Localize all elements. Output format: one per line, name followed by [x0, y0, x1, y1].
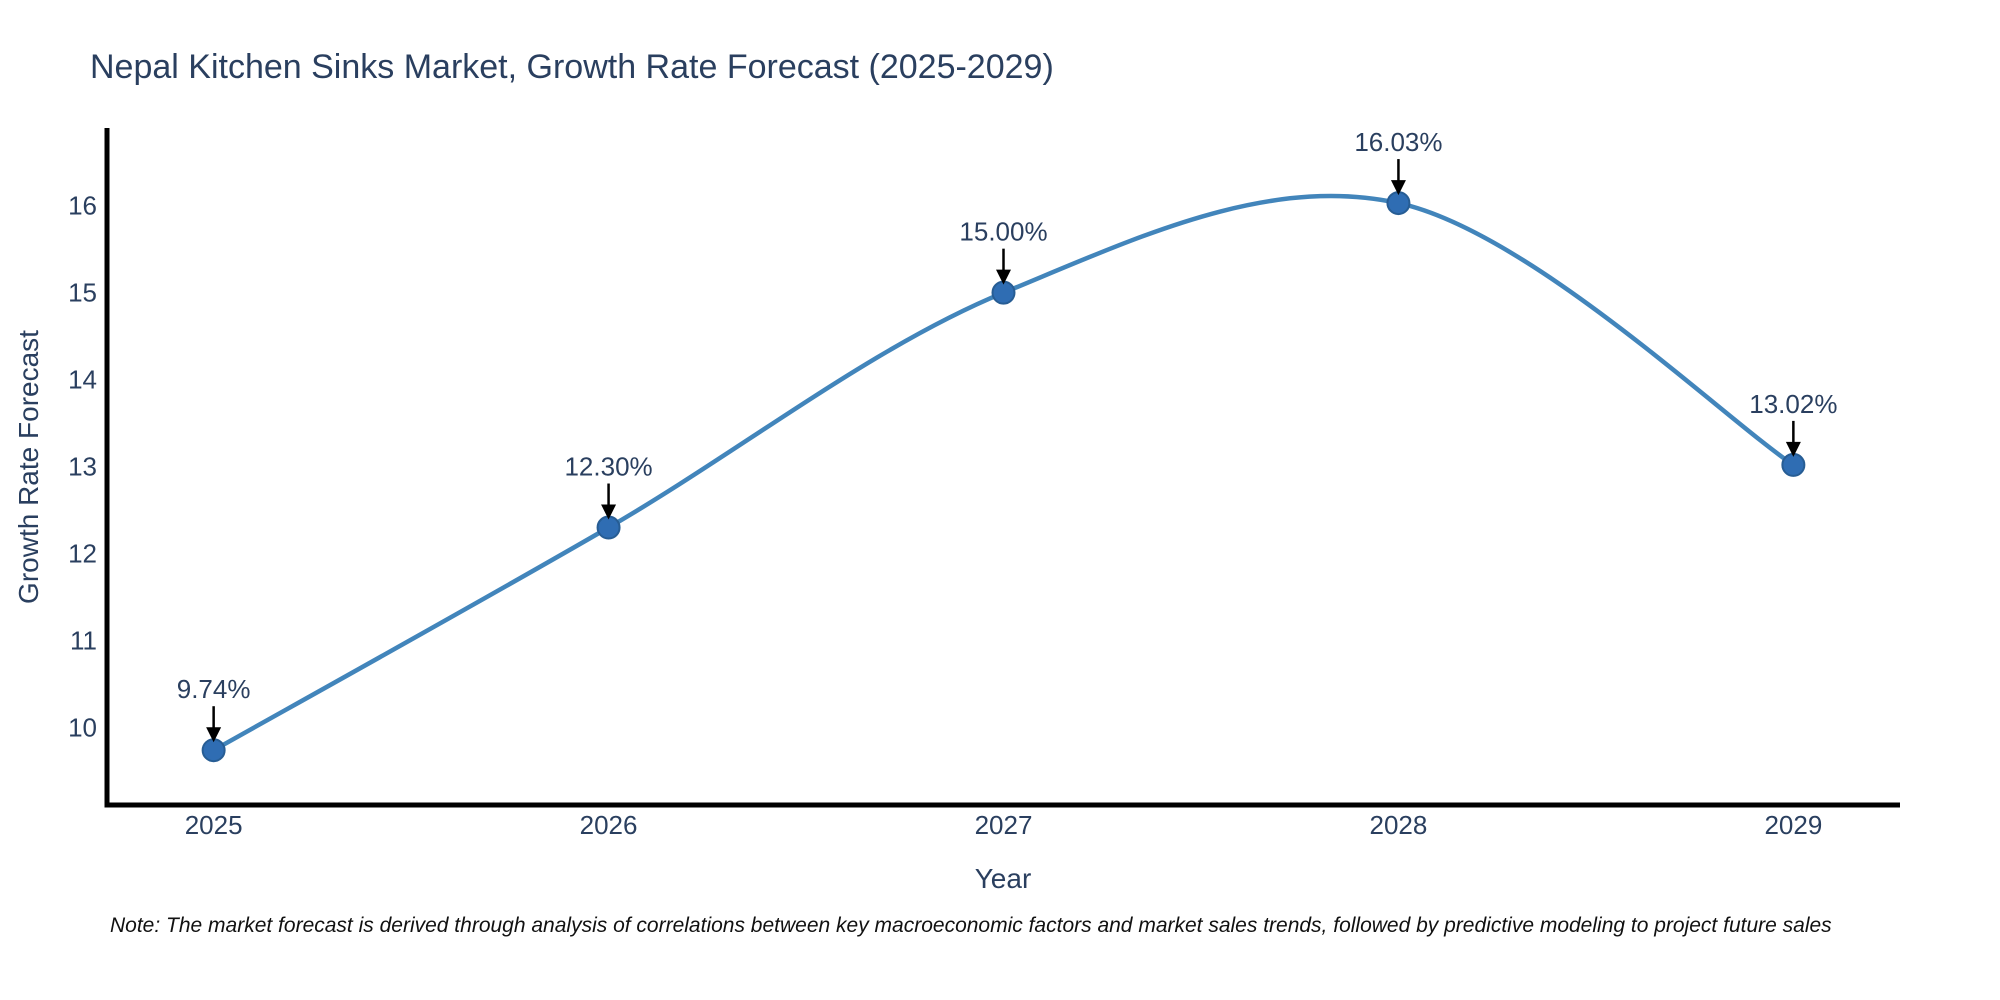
- y-tick-label: 12: [68, 539, 97, 569]
- x-tick-label: 2027: [975, 810, 1033, 840]
- point-annotation: 15.00%: [959, 217, 1048, 285]
- data-point-marker[interactable]: [201, 738, 226, 763]
- y-tick-label: 11: [70, 626, 97, 656]
- point-value-label: 13.02%: [1749, 389, 1837, 419]
- x-axis-title: Year: [975, 863, 1032, 894]
- methodology-note: Note: The market forecast is derived thr…: [110, 914, 1832, 937]
- y-tick-label: 13: [68, 452, 97, 482]
- point-annotation: 13.02%: [1749, 389, 1837, 457]
- point-annotation: 16.03%: [1354, 127, 1443, 196]
- annotation-arrowhead-icon: [1785, 441, 1801, 457]
- data-point-marker[interactable]: [596, 515, 621, 540]
- x-axis-tick-labels: 2025 2026 2027 2028 2029: [185, 810, 1823, 840]
- data-point-marker[interactable]: [1781, 452, 1806, 477]
- y-tick-label: 10: [68, 713, 97, 743]
- annotation-arrowhead-icon: [996, 269, 1011, 285]
- point-value-label: 9.74%: [177, 674, 251, 704]
- y-tick-label: 15: [68, 278, 97, 308]
- x-tick-label: 2028: [1370, 810, 1428, 840]
- y-axis-tick-labels: 10 11 12 13 14 15 16: [68, 191, 97, 743]
- annotation-arrowhead-icon: [601, 504, 617, 520]
- point-annotation: 9.74%: [177, 674, 251, 743]
- chart-title: Nepal Kitchen Sinks Market, Growth Rate …: [90, 48, 1054, 86]
- y-tick-label: 16: [68, 191, 97, 221]
- y-axis-title: Growth Rate Forecast: [13, 330, 44, 604]
- annotation-arrowhead-icon: [206, 727, 222, 743]
- point-value-label: 12.30%: [564, 452, 652, 482]
- point-value-label: 15.00%: [959, 217, 1047, 247]
- point-value-label: 16.03%: [1354, 127, 1442, 157]
- data-point-marker[interactable]: [1386, 191, 1411, 216]
- data-point-markers: [201, 191, 1806, 763]
- x-tick-label: 2025: [185, 810, 243, 840]
- y-tick-label: 14: [68, 365, 97, 395]
- data-point-marker[interactable]: [991, 280, 1016, 305]
- point-annotations: 9.74% 12.30% 15.00% 16.03% 13.02%: [177, 127, 1837, 743]
- point-annotation: 12.30%: [564, 452, 653, 520]
- x-tick-label: 2026: [580, 810, 638, 840]
- x-tick-label: 2029: [1764, 810, 1822, 840]
- annotation-arrowhead-icon: [1390, 180, 1406, 196]
